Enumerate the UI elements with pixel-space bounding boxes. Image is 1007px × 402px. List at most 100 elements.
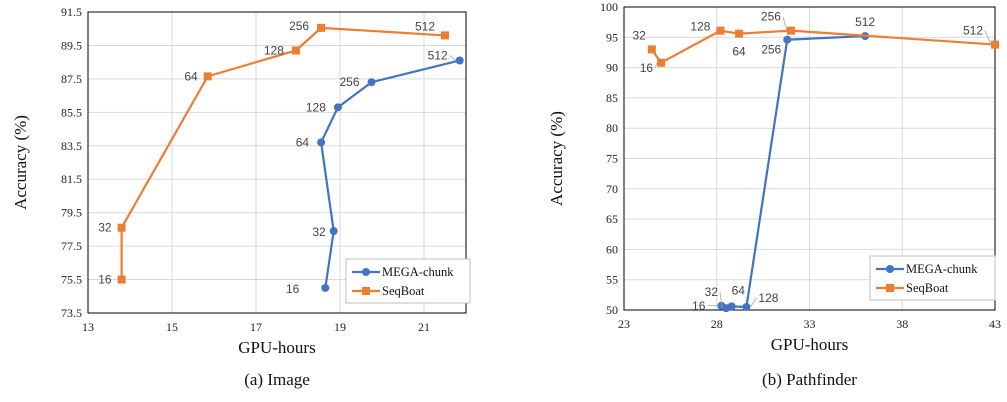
label-leader-line (654, 62, 658, 68)
y-tick-label: 83.5 (61, 139, 82, 153)
y-tick-label: 85 (606, 91, 618, 105)
data-point-seqboat (117, 223, 126, 232)
data-label: 256 (339, 75, 359, 89)
data-point-seqboat (716, 26, 725, 35)
legend-marker (362, 268, 370, 276)
chart-caption: (a) Image (244, 370, 310, 389)
label-leader-line (719, 292, 723, 309)
series-line-mega-chunk (319, 59, 460, 289)
y-tick-label: 85.5 (61, 105, 82, 119)
data-label: 256 (761, 10, 781, 24)
y-tick-label: 81.5 (61, 172, 82, 186)
data-label: 256 (289, 19, 309, 33)
legend: MEGA-chunk SeqBoat (345, 258, 471, 304)
x-tick-label: 23 (618, 317, 630, 331)
data-label: 64 (296, 135, 310, 149)
data-point-seqboat (735, 29, 744, 38)
data-label: 16 (692, 299, 706, 313)
legend-label: SeqBoat (906, 281, 949, 295)
data-label: 512 (428, 48, 448, 62)
y-tick-label: 79.5 (61, 206, 82, 220)
y-tick-label: 80 (606, 121, 618, 135)
x-tick-label: 17 (250, 320, 262, 334)
data-point-seqboat (991, 40, 999, 49)
y-tick-label: 50 (606, 303, 618, 317)
y-axis-title: Accuracy (%) (547, 111, 566, 206)
data-point-seqboat (786, 26, 795, 35)
x-tick-label: 13 (82, 320, 94, 334)
data-label: 16 (286, 282, 300, 296)
data-label: 128 (264, 43, 284, 57)
data-label: 32 (705, 285, 719, 299)
x-axis-title: GPU-hours (771, 335, 848, 354)
y-tick-label: 77.5 (61, 239, 82, 253)
x-tick-label: 28 (711, 317, 723, 331)
chart-image: 73.5 75.5 77.5 79.5 81.5 83.5 85.5 87.5 89.5 91.5… (11, 5, 471, 389)
plot-frame (87, 11, 467, 314)
data-point-seqboat (647, 45, 656, 54)
label-leader-line (782, 16, 788, 31)
data-label: 32 (312, 225, 326, 239)
data-point-seqboat (441, 31, 449, 40)
data-label: 32 (98, 221, 112, 235)
legend-box (345, 258, 471, 304)
series-line-seqboat (120, 26, 446, 280)
y-tick-label: 70 (606, 182, 618, 196)
data-point-mega-chunk (321, 283, 330, 292)
x-axis-title: GPU-hours (238, 338, 315, 357)
data-label: 256 (761, 43, 781, 57)
y-tick-label: 89.5 (61, 38, 82, 52)
data-label: 512 (963, 24, 983, 38)
x-tick-label: 43 (989, 317, 1001, 331)
chart-caption: (b) Pathfinder (762, 370, 857, 389)
data-label: 64 (732, 45, 746, 59)
data-label: 128 (306, 100, 326, 114)
legend: MEGA-chunk SeqBoat (869, 255, 996, 301)
y-tick-label: 60 (606, 242, 618, 256)
y-tick-label: 91.5 (61, 5, 82, 19)
x-tick-label: 38 (896, 317, 908, 331)
data-point-mega-chunk (783, 35, 792, 44)
data-point-seqboat (291, 46, 300, 55)
y-tick-label: 87.5 (61, 72, 82, 86)
plot-frame (623, 6, 996, 311)
y-tick-label: 75 (606, 152, 618, 166)
legend-label: MEGA-chunk (382, 265, 454, 279)
label-leader-line (984, 30, 992, 45)
data-label: 16 (98, 273, 112, 287)
data-label: 512 (415, 19, 435, 33)
legend-label: MEGA-chunk (906, 262, 978, 276)
data-point-mega-chunk (329, 227, 338, 236)
data-label: 64 (184, 69, 198, 83)
data-point-seqboat (203, 72, 212, 81)
data-point-seqboat (317, 23, 326, 32)
legend-box (869, 255, 996, 301)
y-tick-label: 90 (606, 61, 618, 75)
legend-label: SeqBoat (382, 284, 425, 298)
data-point-mega-chunk (367, 78, 376, 87)
data-label: 16 (640, 61, 654, 75)
y-tick-label: 65 (606, 212, 618, 226)
label-leader-line (449, 55, 456, 61)
y-tick-label: 75.5 (61, 273, 82, 287)
data-label: 128 (690, 20, 710, 34)
x-tick-label: 15 (166, 320, 178, 334)
data-point-mega-chunk (742, 302, 751, 311)
legend-marker (886, 265, 894, 273)
series-line-mega-chunk (720, 34, 866, 310)
y-axis-title: Accuracy (%) (11, 115, 30, 210)
data-label: 64 (732, 283, 746, 297)
y-tick-label: 73.5 (61, 306, 82, 320)
data-label: 32 (632, 28, 646, 42)
x-tick-label: 21 (418, 320, 430, 334)
data-point-mega-chunk (727, 302, 736, 311)
data-point-mega-chunk (333, 103, 342, 112)
chart-pathfinder: 50 55 60 65 70 75 80 85 90 95 100 23 28 33 38 43 GPU-hou… (547, 0, 1001, 389)
data-point-mega-chunk (455, 56, 464, 65)
data-point-seqboat (117, 275, 126, 284)
series-line-seqboat (650, 29, 996, 65)
x-tick-label: 19 (334, 320, 346, 334)
data-point-seqboat (657, 58, 666, 67)
y-tick-label: 95 (606, 30, 618, 44)
